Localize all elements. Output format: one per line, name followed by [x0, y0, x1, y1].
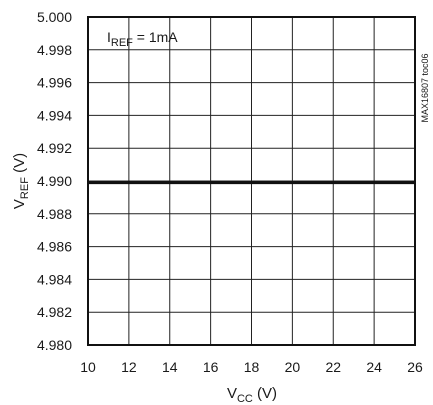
- x-tick-label: 20: [285, 359, 301, 375]
- annotation-iref: IREF = 1mA: [107, 29, 178, 49]
- y-tick-labels: 4.980 4.982 4.984 4.986 4.988 4.990 4.992 4.994…: [37, 9, 72, 353]
- y-tick-label: 4.990: [37, 173, 72, 189]
- y-tick-label: 4.992: [37, 140, 72, 156]
- x-tick-label: 22: [325, 359, 341, 375]
- y-tick-label: 4.996: [37, 75, 72, 91]
- y-axis-label: VREF (V): [11, 153, 31, 209]
- x-tick-label: 26: [407, 359, 423, 375]
- x-tick-label: 10: [80, 359, 96, 375]
- x-tick-label: 24: [366, 359, 382, 375]
- side-label: MAX16807 toc06: [420, 53, 430, 122]
- x-tick-label: 14: [162, 359, 178, 375]
- plot-frame: [87, 16, 416, 346]
- x-tick-label: 12: [121, 359, 137, 375]
- y-tick-label: 5.000: [37, 9, 72, 25]
- x-tick-label: 18: [244, 359, 260, 375]
- x-axis-label: VCC (V): [227, 385, 277, 405]
- grid: [87, 16, 416, 346]
- y-tick-label: 4.982: [37, 304, 72, 320]
- y-tick-label: 4.980: [37, 337, 72, 353]
- y-tick-label: 4.988: [37, 206, 72, 222]
- x-tick-label: 16: [203, 359, 219, 375]
- y-tick-label: 4.986: [37, 239, 72, 255]
- y-tick-label: 4.998: [37, 42, 72, 58]
- x-tick-labels: 10 12 14 16 18 20 22 24 26: [80, 359, 423, 375]
- y-tick-label: 4.984: [37, 271, 72, 287]
- y-tick-label: 4.994: [37, 107, 72, 123]
